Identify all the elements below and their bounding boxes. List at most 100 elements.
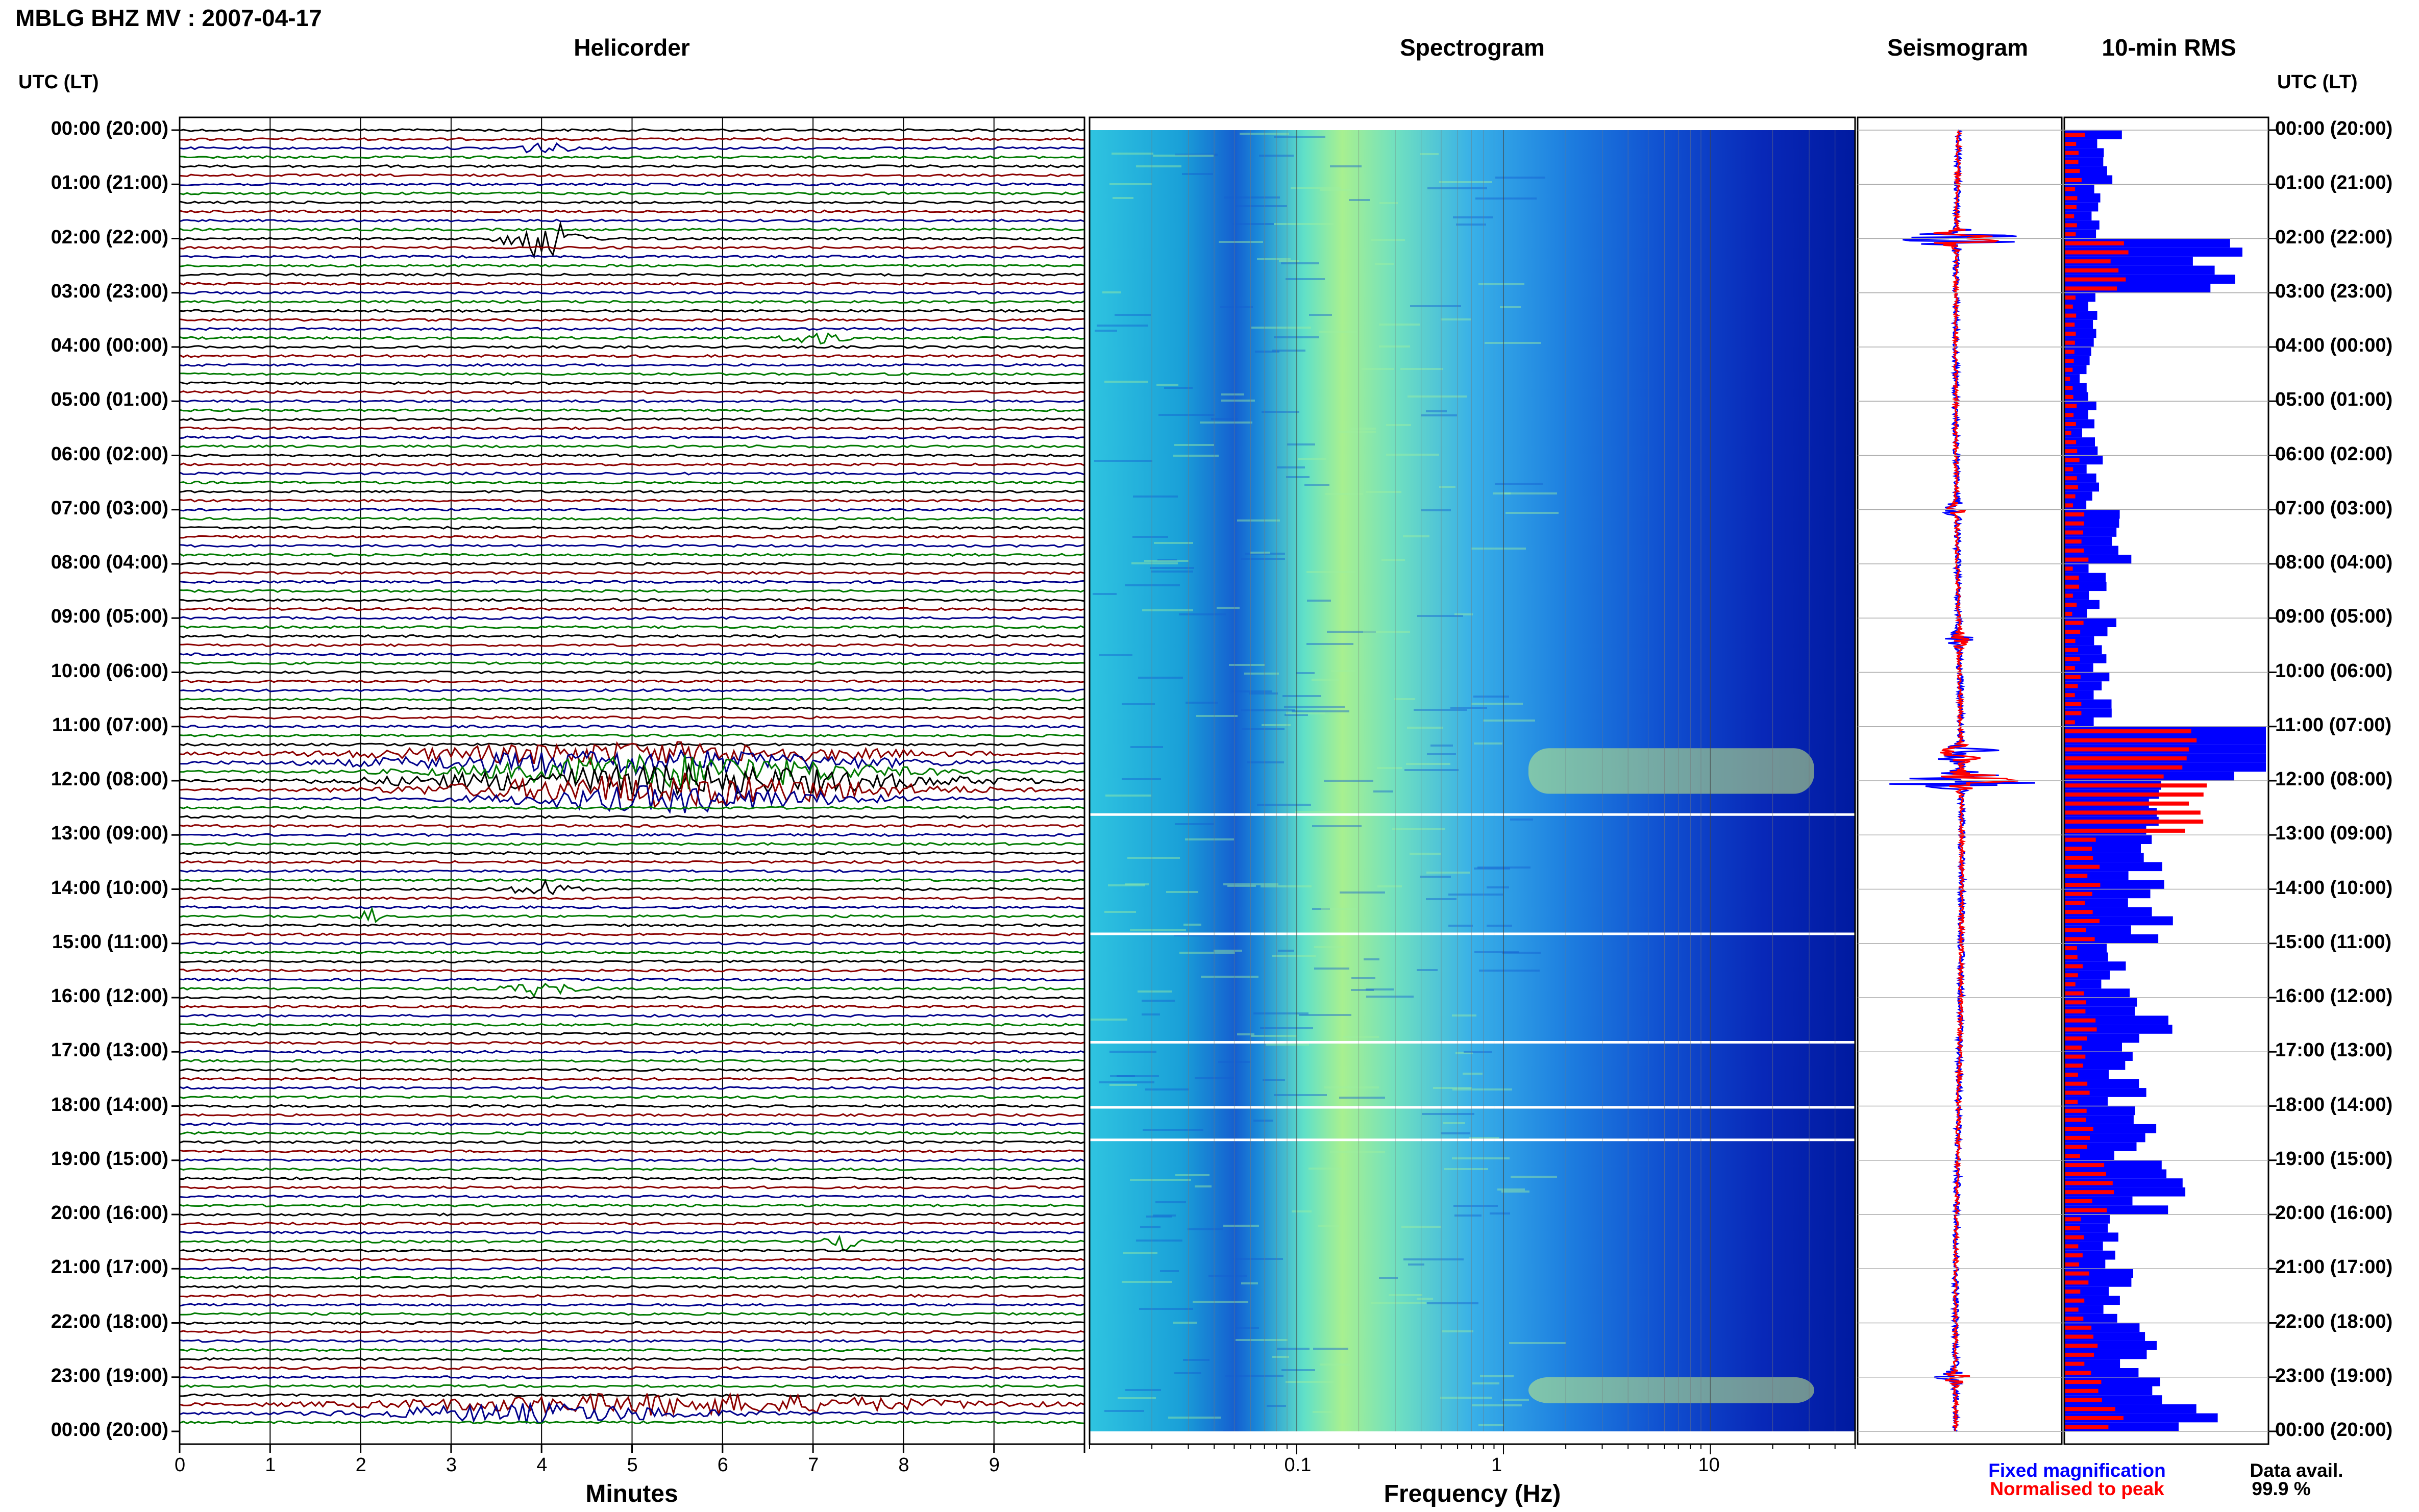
spectrogram-texture xyxy=(1279,260,1299,262)
rms-bar-normalised xyxy=(2064,1199,2092,1203)
spectrogram-texture xyxy=(1381,559,1405,561)
helicorder-trace xyxy=(179,155,1085,159)
rms-bar-normalised xyxy=(2064,394,2074,399)
spectrogram-texture xyxy=(1379,324,1420,326)
helicorder-title: Helicorder xyxy=(574,34,690,61)
rms-bar-normalised xyxy=(2064,928,2086,932)
helicorder-trace xyxy=(179,137,1085,141)
spectrogram-texture xyxy=(1318,1225,1339,1227)
spectrogram-texture xyxy=(1377,885,1402,887)
helicorder-trace xyxy=(179,1401,1085,1424)
time-label-left: 07:00 (03:00) xyxy=(51,497,168,519)
helicorder-trace xyxy=(179,453,1085,458)
spectrogram-texture xyxy=(1253,1012,1309,1014)
helicorder-trace xyxy=(179,218,1085,222)
rms-bar-normalised xyxy=(2064,1389,2099,1393)
rms-bar-normalised xyxy=(2064,1307,2079,1312)
spectrogram-texture xyxy=(1236,1339,1288,1341)
spectrogram-texture xyxy=(1404,769,1459,771)
spectrogram-texture xyxy=(1454,1214,1482,1217)
spectrogram-texture xyxy=(1104,1410,1144,1412)
rms-bar-normalised xyxy=(2064,883,2101,887)
rms-bar-normalised xyxy=(2064,467,2074,472)
spectrogram-texture xyxy=(1227,885,1256,887)
helicorder-trace xyxy=(179,345,1085,349)
spectrogram-texture xyxy=(1324,780,1373,782)
spectrogram-texture xyxy=(1386,424,1411,426)
rms-bar-normalised xyxy=(2064,1217,2081,1222)
rms-bar-normalised xyxy=(2064,331,2076,336)
spectrogram-texture xyxy=(1441,318,1471,320)
time-label-left: 21:00 (17:00) xyxy=(51,1256,168,1278)
time-label-left: 10:00 (06:00) xyxy=(51,660,168,682)
rms-bar-normalised xyxy=(2064,449,2078,454)
rms-bar-normalised xyxy=(2064,1262,2079,1267)
rms-bar-normalised xyxy=(2064,576,2079,580)
spectrogram-texture xyxy=(1287,443,1315,445)
time-label-right: 04:00 (00:00) xyxy=(2275,335,2393,356)
spectrogram-texture xyxy=(1224,196,1280,199)
spectrogram-texture xyxy=(1153,155,1214,157)
spectrogram-texture xyxy=(1237,519,1280,522)
spectrogram-texture xyxy=(1487,925,1512,927)
spectrogram-texture xyxy=(1422,1113,1474,1115)
time-label-right: 01:00 (21:00) xyxy=(2275,172,2393,194)
rms-bar-normalised xyxy=(2064,503,2073,508)
spectrogram-texture xyxy=(1379,202,1398,204)
helicorder-trace xyxy=(179,1004,1085,1009)
helicorder-trace xyxy=(179,263,1085,268)
spectrogram-texture xyxy=(1251,327,1311,329)
spectrogram-texture xyxy=(1456,224,1486,226)
rms-bar-normalised xyxy=(2064,350,2075,354)
spectrogram-texture xyxy=(1118,1397,1156,1399)
spectrogram-texture xyxy=(1108,884,1145,886)
rms-bar-normalised xyxy=(2064,241,2124,245)
spectrogram-texture xyxy=(1186,702,1218,704)
rms-bar-normalised xyxy=(2064,440,2077,444)
spectrogram-texture xyxy=(1236,1327,1259,1329)
time-axis-title-right: UTC (LT) xyxy=(2277,71,2358,93)
minute-tick-label: 2 xyxy=(355,1454,366,1476)
helicorder-trace xyxy=(179,950,1085,955)
spectrogram-texture xyxy=(1102,291,1121,293)
rms-bar-normalised xyxy=(2064,431,2071,435)
spectrogram-texture xyxy=(1483,720,1535,722)
spectrogram-texture xyxy=(1130,1179,1191,1181)
spectrogram-texture xyxy=(1099,1081,1154,1083)
helicorder-trace xyxy=(179,164,1085,168)
helicorder-trace xyxy=(179,589,1085,593)
rms-bar-normalised xyxy=(2064,1145,2087,1149)
spectrogram-texture xyxy=(1130,929,1186,931)
spectrogram-texture xyxy=(1292,710,1349,712)
spectrogram-texture xyxy=(1319,331,1357,333)
spectrogram-texture xyxy=(1133,495,1178,498)
minute-tick-label: 8 xyxy=(898,1454,909,1476)
spectrogram-texture xyxy=(1403,1258,1464,1260)
time-label-left: 01:00 (21:00) xyxy=(51,172,168,194)
spectrogram-data-gap xyxy=(1090,932,1855,935)
time-label-left: 11:00 (07:00) xyxy=(52,714,168,736)
spectrogram-texture xyxy=(1454,613,1473,615)
helicorder-trace xyxy=(179,1303,1085,1307)
spectrogram-texture xyxy=(1502,952,1541,954)
helicorder-trace xyxy=(179,814,1085,819)
spectrogram-texture xyxy=(1400,368,1443,370)
minute-tick-label: 9 xyxy=(989,1454,1000,1476)
axes xyxy=(171,116,2277,1454)
helicorder-trace xyxy=(179,1284,1085,1289)
helicorder-trace xyxy=(179,173,1085,178)
helicorder-trace xyxy=(179,191,1085,195)
minute-tick-label: 6 xyxy=(717,1454,728,1476)
spectrogram-texture xyxy=(1193,1301,1248,1303)
spectrogram-texture xyxy=(1363,631,1410,633)
spectrogram-texture xyxy=(1439,486,1455,488)
spectrogram-texture xyxy=(1245,553,1285,555)
spectrogram-texture xyxy=(1366,988,1394,990)
spectrogram-texture xyxy=(1320,189,1351,191)
spectrogram-texture xyxy=(1509,1342,1566,1344)
helicorder-trace xyxy=(179,688,1085,692)
rms-bar-normalised xyxy=(2064,738,2197,742)
spectrogram-texture xyxy=(1351,428,1376,430)
spectrogram-texture xyxy=(1262,724,1291,726)
helicorder-trace xyxy=(179,607,1085,611)
